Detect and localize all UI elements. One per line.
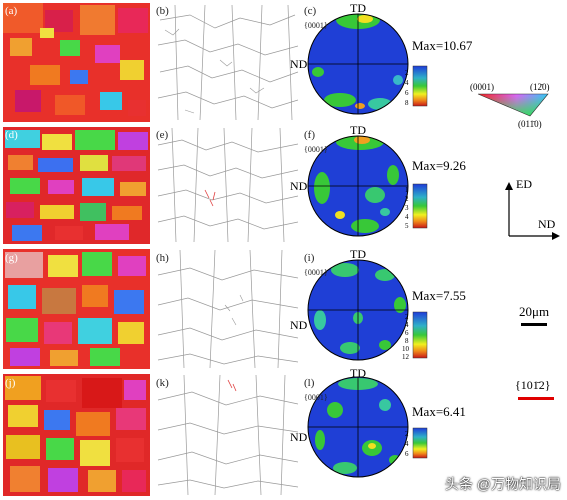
colorbar-tick: 3 (405, 204, 409, 212)
nd-label: ND (290, 179, 308, 193)
panel-label-a: (a) (5, 5, 18, 17)
td-label: TD (350, 1, 366, 15)
plane-label: {0001} (304, 393, 328, 402)
colorbar-tick: 10 (402, 345, 410, 353)
colorbar: 2 4 6 8 10 12 (402, 311, 428, 361)
watermark: 头条 @万物知识局 (444, 476, 561, 492)
ebsd-map-d (3, 127, 150, 244)
panel-label-c: (c) (304, 5, 317, 17)
panel-label-d: (d) (5, 129, 18, 141)
sample-axes: ED ND (505, 177, 560, 240)
ed-label: ED (516, 177, 532, 191)
max-label: Max=7.55 (412, 288, 466, 303)
colorbar-tick: 5 (405, 222, 409, 230)
ebsd-map-g (3, 249, 150, 369)
panel-label-h: (h) (156, 252, 169, 264)
panel-label-e: (e) (156, 129, 169, 141)
colorbar-tick: 2 (405, 430, 409, 438)
colorbar-tick: 2 (405, 69, 409, 77)
colorbar-tick: 8 (405, 337, 409, 345)
nd-label: ND (290, 318, 308, 332)
panel-label-j: (j) (5, 377, 16, 389)
twin-boundary-legend: {101̄2} (515, 378, 554, 400)
scale-bar-label: 20μm (519, 304, 549, 319)
panel-label-l: (l) (304, 377, 315, 389)
colorbar-tick: 4 (405, 321, 409, 329)
ipf-label-01-10: (011̄0) (518, 119, 542, 129)
scale-bar: 20μm (519, 304, 549, 326)
colorbar-tick: 12 (402, 353, 410, 361)
colorbar: 2 4 6 (405, 427, 428, 459)
colorbar-tick: 1 (405, 186, 409, 194)
nd-label: ND (290, 57, 308, 71)
td-label: TD (350, 247, 366, 261)
pole-figure-c (307, 13, 409, 115)
pole-figure-l (307, 376, 409, 478)
ipf-label-0001: (0001) (470, 82, 494, 92)
plane-label: {0001} (304, 21, 328, 30)
colorbar: 1 2 3 4 5 (405, 183, 428, 230)
td-label: TD (350, 366, 366, 380)
max-label: Max=10.67 (412, 38, 473, 53)
colorbar-tick: 6 (405, 89, 409, 97)
panel-label-f: (f) (304, 129, 315, 141)
pole-figure-f (307, 135, 409, 237)
max-label: Max=6.41 (412, 404, 466, 419)
nd-label: ND (290, 430, 308, 444)
twin-label: {101̄2} (515, 378, 551, 392)
colorbar-tick: 4 (405, 440, 409, 448)
td-label: TD (350, 123, 366, 137)
panel-label-i: (i) (304, 252, 315, 264)
colorbar-tick: 4 (405, 79, 409, 87)
ipf-color-key: (0001) (12̄0) (011̄0) (470, 82, 550, 129)
colorbar-tick: 6 (405, 450, 409, 458)
panel-label-b: (b) (156, 5, 169, 17)
max-label: Max=9.26 (412, 158, 466, 173)
ebsd-map-a (3, 3, 150, 122)
colorbar-tick: 2 (405, 195, 409, 203)
colorbar-tick: 2 (405, 313, 409, 321)
grain-boundary-map-b (153, 3, 300, 122)
ipf-label-12-10: (12̄0) (530, 82, 550, 92)
colorbar: 2 4 6 8 (405, 65, 428, 107)
panel-label-k: (k) (156, 377, 169, 389)
ebsd-map-j (3, 374, 150, 496)
grain-boundary-map-e (153, 127, 300, 244)
grain-boundary-map-k (153, 374, 300, 496)
colorbar-tick: 8 (405, 99, 409, 107)
plane-label: {0001} (304, 145, 328, 154)
colorbar-tick: 4 (405, 213, 409, 221)
colorbar-tick: 6 (405, 329, 409, 337)
grain-boundary-map-h (153, 249, 300, 369)
nd-axis-label: ND (538, 217, 556, 231)
pole-figure-i (307, 259, 409, 361)
plane-label: {0001} (304, 268, 328, 277)
panel-label-g: (g) (5, 252, 18, 264)
